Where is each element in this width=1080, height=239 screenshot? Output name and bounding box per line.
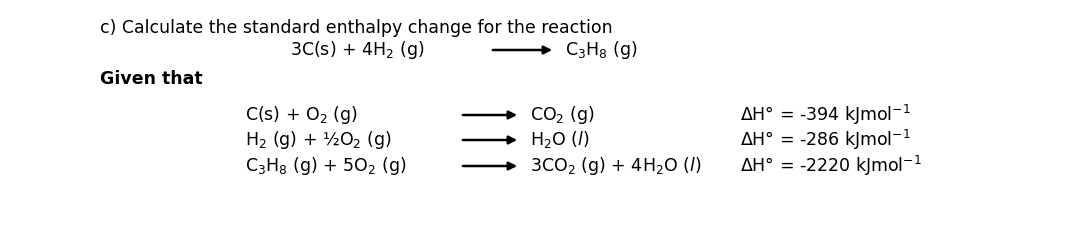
Text: 3CO$_2$ (g) + 4H$_2$O ($l$): 3CO$_2$ (g) + 4H$_2$O ($l$): [530, 155, 702, 177]
Text: Given that: Given that: [100, 70, 203, 88]
Text: CO$_2$ (g): CO$_2$ (g): [530, 104, 595, 126]
Text: C$_3$H$_8$ (g) + 5O$_2$ (g): C$_3$H$_8$ (g) + 5O$_2$ (g): [245, 155, 406, 177]
Text: H$_2$O ($l$): H$_2$O ($l$): [530, 130, 590, 151]
Text: 3C(s) + 4H$_2$ (g): 3C(s) + 4H$_2$ (g): [291, 39, 424, 61]
Text: H$_2$ (g) + ½O$_2$ (g): H$_2$ (g) + ½O$_2$ (g): [245, 129, 392, 151]
Text: c) Calculate the standard enthalpy change for the reaction: c) Calculate the standard enthalpy chang…: [100, 19, 612, 37]
Text: C(s) + O$_2$ (g): C(s) + O$_2$ (g): [245, 104, 359, 126]
Text: ΔH° = -2220 kJmol$^{-1}$: ΔH° = -2220 kJmol$^{-1}$: [740, 154, 922, 178]
Text: ΔH° = -394 kJmol$^{-1}$: ΔH° = -394 kJmol$^{-1}$: [740, 103, 910, 127]
Text: C$_3$H$_8$ (g): C$_3$H$_8$ (g): [565, 39, 637, 61]
Text: ΔH° = -286 kJmol$^{-1}$: ΔH° = -286 kJmol$^{-1}$: [740, 128, 910, 152]
